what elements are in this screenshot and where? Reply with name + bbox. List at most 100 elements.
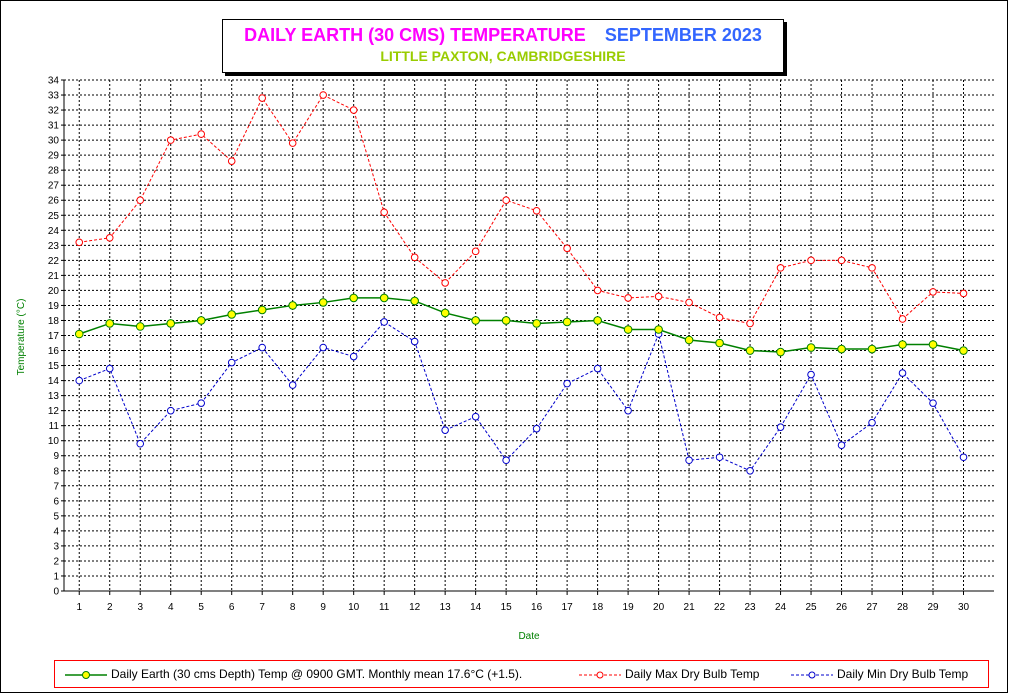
data-point-earth	[532, 319, 541, 328]
data-point-max	[929, 288, 937, 296]
data-point-max	[715, 313, 724, 322]
data-point-earth	[135, 322, 145, 331]
data-point-earth	[74, 329, 84, 339]
data-point-min	[136, 439, 145, 448]
data-point-max	[685, 298, 693, 307]
y-tick-label: 28	[48, 166, 60, 177]
legend-item-earth: Daily Earth (30 cms Depth) Temp @ 0900 G…	[65, 667, 522, 681]
y-tick-label: 24	[48, 226, 60, 237]
data-point-max	[959, 289, 968, 298]
data-point-min	[959, 453, 968, 462]
data-point-earth	[227, 310, 237, 319]
y-tick-label: 16	[48, 346, 60, 357]
y-tick-label: 21	[48, 271, 60, 282]
x-tick-label: 20	[653, 602, 665, 613]
chart-month: SEPTEMBER 2023	[604, 25, 762, 45]
chart-title: DAILY EARTH (30 CMS) TEMPERATURE	[244, 25, 586, 45]
x-tick-label: 5	[198, 602, 204, 613]
chart-subtitle: LITTLE PAXTON, CAMBRIDGESHIRE	[380, 48, 626, 64]
data-point-max	[624, 294, 632, 302]
legend-earth-label: Daily Earth (30 cms Depth) Temp @ 0900 G…	[111, 667, 523, 681]
data-point-min	[227, 358, 236, 367]
x-tick-label: 19	[623, 602, 635, 613]
data-point-min	[715, 453, 724, 462]
data-point-max	[532, 206, 541, 215]
y-tick-label: 3	[53, 541, 59, 552]
x-tick-label: 28	[897, 602, 909, 613]
y-tick-label: 9	[53, 451, 59, 462]
data-point-earth	[898, 340, 907, 349]
data-point-earth	[959, 346, 968, 355]
y-tick-label: 30	[48, 136, 60, 147]
data-point-min	[898, 369, 907, 377]
x-axis-label: Date	[518, 631, 540, 642]
data-point-min	[868, 418, 876, 427]
x-tick-label: 3	[137, 602, 143, 613]
x-tick-label: 18	[592, 602, 604, 613]
data-point-min	[319, 343, 327, 352]
series-line-earth	[79, 297, 964, 353]
data-point-earth	[501, 316, 511, 325]
y-tick-label: 5	[53, 511, 59, 522]
x-tick-label: 8	[290, 602, 296, 613]
data-point-min	[593, 364, 602, 373]
data-point-max	[776, 264, 785, 272]
y-axis-label: Temperature (°C)	[16, 299, 27, 376]
data-point-max	[288, 139, 297, 147]
data-point-max	[807, 256, 815, 265]
x-tick-label: 16	[531, 602, 543, 613]
x-tick-label: 13	[440, 602, 452, 613]
y-tick-label: 19	[48, 301, 60, 312]
data-point-max	[197, 130, 206, 138]
y-tick-label: 13	[48, 391, 60, 402]
series-layer	[74, 91, 968, 475]
x-tick-label: 12	[409, 602, 421, 613]
data-point-min	[929, 399, 937, 407]
y-tick-label: 11	[49, 421, 60, 432]
title-line: DAILY EARTH (30 CMS) TEMPERATURE SEPTEMB…	[223, 25, 783, 46]
x-tick-label: 2	[107, 602, 113, 613]
data-point-min	[471, 412, 480, 421]
data-point-min	[75, 376, 84, 385]
legend-item-min: Daily Min Dry Bulb Temp	[791, 667, 968, 681]
data-point-earth	[318, 298, 328, 307]
x-tick-label: 22	[714, 602, 726, 613]
data-point-max	[166, 136, 175, 144]
data-point-earth	[196, 316, 206, 325]
data-point-earth	[776, 347, 785, 357]
x-tick-label: 21	[684, 602, 696, 613]
legend: Daily Earth (30 cms Depth) Temp @ 0900 G…	[54, 660, 989, 688]
x-tick-label: 9	[320, 602, 326, 613]
y-tick-label: 12	[48, 406, 60, 417]
y-tick-label: 10	[48, 436, 60, 447]
data-point-earth	[684, 335, 694, 345]
data-point-max	[502, 196, 510, 205]
data-point-max	[746, 319, 754, 328]
x-tick-label: 15	[501, 602, 513, 613]
y-tick-label: 2	[53, 556, 59, 567]
x-tick-label: 10	[348, 602, 360, 613]
data-point-min	[258, 343, 266, 352]
x-tick-label: 17	[562, 602, 574, 613]
x-tick-label: 4	[168, 602, 174, 613]
x-tick-label: 27	[866, 602, 878, 613]
y-tick-label: 32	[48, 106, 60, 117]
data-point-max	[75, 238, 84, 247]
title-box: DAILY EARTH (30 CMS) TEMPERATURE SEPTEMB…	[222, 19, 784, 73]
x-tick-label: 7	[259, 602, 265, 613]
data-point-earth	[837, 344, 846, 354]
data-point-min	[349, 352, 358, 361]
data-point-earth	[349, 293, 358, 303]
data-point-max	[441, 279, 449, 287]
y-tick-label: 15	[48, 361, 60, 372]
data-point-earth	[440, 308, 450, 318]
series-line-min	[79, 321, 964, 472]
y-tick-label: 33	[48, 91, 60, 102]
x-tick-label: 23	[745, 602, 757, 613]
data-point-earth	[928, 340, 938, 349]
x-tick-label: 11	[379, 602, 390, 613]
legend-min-swatch	[791, 671, 833, 679]
legend-max-swatch	[579, 671, 621, 679]
